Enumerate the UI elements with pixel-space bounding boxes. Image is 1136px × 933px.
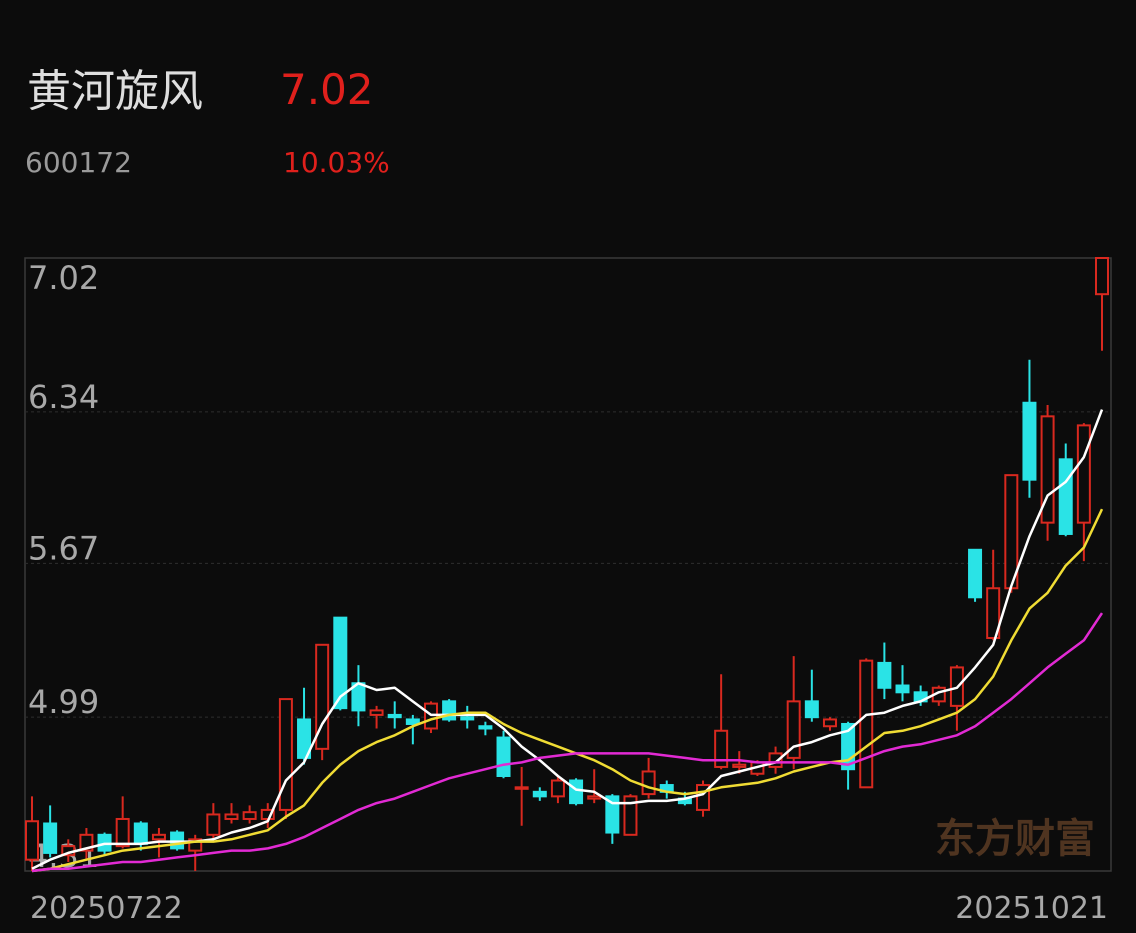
candle-body: [1076, 424, 1091, 524]
candle-body: [986, 587, 1001, 640]
candle-body: [369, 709, 384, 716]
y-tick-label: 4.99: [28, 683, 99, 721]
plot-frame: [24, 257, 1112, 872]
candle-body: [278, 698, 293, 811]
ma-line: [31, 612, 1104, 873]
candle-body: [550, 779, 565, 798]
candle-body: [804, 700, 819, 719]
x-tick-label: 20250722: [30, 891, 183, 926]
candle-body: [133, 822, 148, 845]
candle-body: [895, 684, 910, 694]
candle-body: [460, 716, 475, 721]
candle-body: [623, 795, 638, 836]
candle-body: [315, 643, 330, 750]
candle-body: [641, 770, 656, 796]
candle-body: [151, 833, 166, 841]
x-tick-label: 20251021: [955, 891, 1108, 926]
candle-body: [297, 718, 312, 759]
candle-body: [968, 548, 983, 599]
watermark: 东方财富: [935, 816, 1095, 862]
candle-body: [732, 763, 747, 768]
candle-body: [242, 811, 257, 820]
y-tick-label: 6.34: [28, 378, 99, 416]
candle-body: [206, 813, 221, 836]
candle-body: [587, 795, 602, 800]
candle-body: [478, 725, 493, 730]
candle-body: [496, 736, 511, 777]
candle-body: [569, 779, 584, 805]
candle-body: [115, 817, 130, 848]
candle-body: [532, 790, 547, 798]
candle-body: [822, 718, 837, 728]
ma-line: [31, 508, 1104, 873]
stock-name: 黄河旋风: [27, 66, 203, 117]
candle-body: [786, 700, 801, 759]
candle-body: [333, 616, 348, 710]
stock-code: 600172: [25, 146, 132, 179]
candle-body: [25, 820, 39, 861]
candle-body: [877, 661, 892, 689]
ma-line: [31, 409, 1104, 870]
candle-body: [605, 795, 620, 834]
candle-body: [387, 713, 402, 719]
candle-body: [405, 718, 420, 725]
y-tick-label: 7.02: [28, 259, 99, 297]
candle-body: [224, 813, 239, 820]
candle-body: [188, 838, 203, 852]
y-tick-label: 5.67: [28, 529, 99, 567]
candle-body: [1040, 415, 1055, 524]
stock-change: 10.03%: [283, 146, 390, 179]
candle-body: [1022, 401, 1037, 481]
candle-body: [714, 729, 729, 768]
stock-price: 7.02: [280, 65, 374, 114]
candle-body: [514, 786, 529, 790]
candle-body: [43, 822, 58, 854]
candle-body: [859, 659, 874, 789]
candle-body: [1058, 458, 1073, 535]
candle-body: [1095, 257, 1109, 296]
